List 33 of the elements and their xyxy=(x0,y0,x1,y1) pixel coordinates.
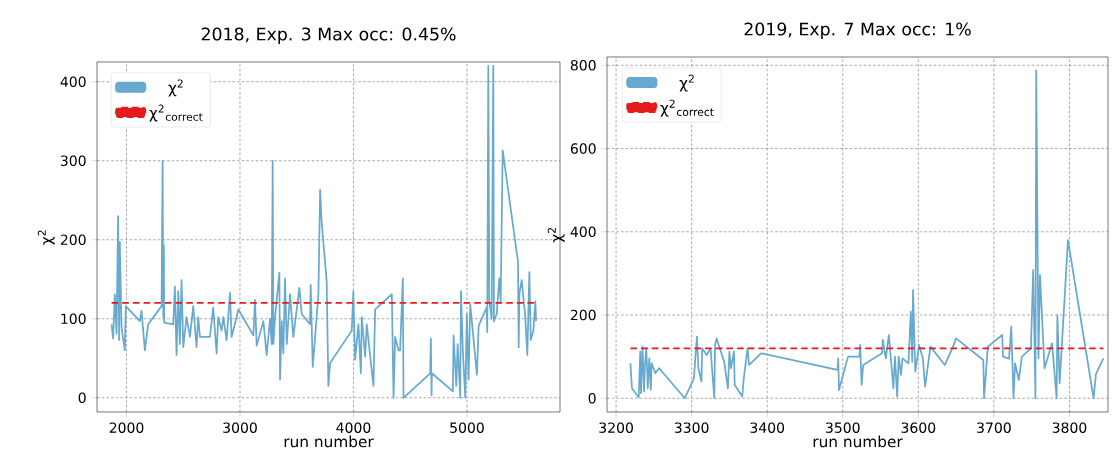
legend-label: χ$^{2}$ xyxy=(679,74,694,92)
y-tick-label: 0 xyxy=(588,392,596,404)
legend-label: χ$^{2}$ xyxy=(168,79,183,97)
x-tick-label: 3800 xyxy=(1052,422,1087,433)
y-tick-label: 600 xyxy=(570,143,596,154)
y-tick-label: 200 xyxy=(570,309,596,321)
x-axis-title: run number xyxy=(284,435,374,448)
y-tick-label: 200 xyxy=(60,234,86,246)
x-tick-label: 4000 xyxy=(336,422,371,433)
chart-title: 2019, Exp. 7 Max occ: 1% xyxy=(744,22,971,39)
x-tick-label: 3000 xyxy=(223,422,257,433)
y-tick-label: 100 xyxy=(61,313,86,325)
y-tick-label: 800 xyxy=(570,60,596,71)
x-tick-label: 2000 xyxy=(109,422,144,433)
y-tick-label: 400 xyxy=(60,76,86,88)
x-tick-label: 3200 xyxy=(599,422,633,433)
x-tick-label: 3600 xyxy=(901,422,936,433)
line-series xyxy=(629,69,1105,400)
y-axis-title: χ$^{2}$ xyxy=(37,230,55,245)
x-tick-label: 5000 xyxy=(450,422,484,433)
x-tick-label: 3500 xyxy=(826,422,860,433)
y-tick-label: 0 xyxy=(78,392,86,404)
x-tick-label: 3300 xyxy=(674,422,709,433)
legend-label: χ$^{2}$correct xyxy=(660,99,714,117)
y-tick-label: 400 xyxy=(570,226,596,238)
x-axis-title: run number xyxy=(813,435,903,448)
y-tick-label: 300 xyxy=(60,155,86,167)
line-series xyxy=(110,65,537,399)
x-tick-label: 3400 xyxy=(750,422,785,433)
x-tick-label: 3700 xyxy=(977,422,1011,433)
legend-label: χ$^{2}$correct xyxy=(149,104,203,122)
y-axis-title: χ$^{2}$ xyxy=(547,228,565,243)
chart-title: 2018, Exp. 3 Max occ: 0.45% xyxy=(201,27,456,44)
